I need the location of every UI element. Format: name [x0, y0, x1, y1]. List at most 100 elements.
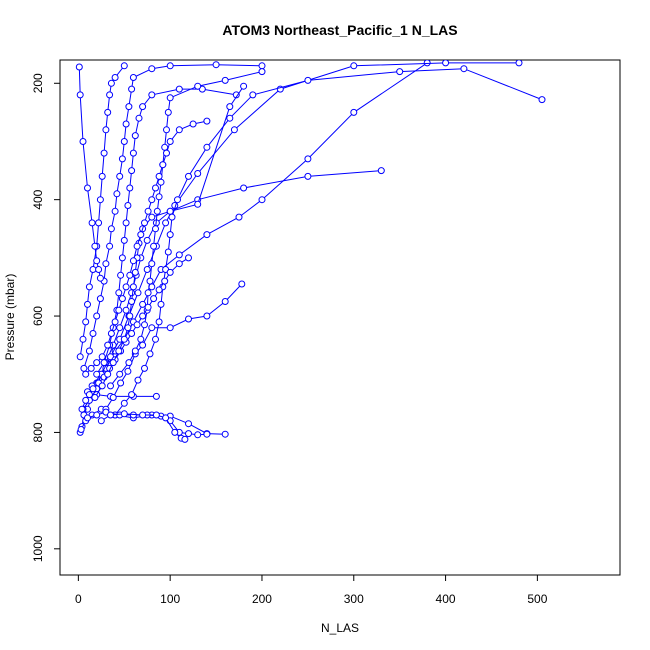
- data-point: [166, 207, 174, 215]
- data-point: [538, 96, 546, 104]
- y-tick-label: 800: [31, 422, 45, 442]
- data-point: [133, 242, 141, 250]
- data-point: [120, 335, 128, 343]
- y-tick-label: 200: [31, 73, 45, 93]
- data-point: [124, 324, 132, 332]
- data-point: [221, 298, 229, 305]
- series-13: [107, 68, 266, 390]
- data-point: [126, 184, 134, 192]
- data-point: [96, 295, 104, 303]
- data-point: [139, 411, 147, 419]
- data-point: [304, 155, 312, 163]
- data-point: [163, 149, 170, 157]
- data-point: [166, 62, 174, 70]
- data-point: [129, 74, 137, 81]
- data-point: [139, 300, 147, 308]
- data-point: [107, 330, 115, 337]
- data-point: [111, 207, 119, 215]
- data-point: [155, 193, 163, 201]
- data-point: [107, 382, 114, 390]
- data-point: [128, 167, 136, 175]
- data-point: [120, 62, 128, 70]
- data-point: [240, 184, 248, 192]
- data-point: [240, 82, 248, 90]
- data-point: [107, 411, 114, 419]
- data-point: [100, 359, 108, 367]
- data-point: [124, 367, 132, 375]
- series-4: [84, 60, 431, 396]
- data-point: [82, 318, 90, 326]
- series-layer: [75, 60, 546, 443]
- data-point: [111, 318, 119, 326]
- data-point: [139, 341, 147, 349]
- data-point: [135, 114, 143, 122]
- data-point: [152, 225, 159, 233]
- data-point: [166, 138, 174, 145]
- data-point: [185, 172, 192, 180]
- series-line: [105, 283, 243, 410]
- series-line: [79, 170, 382, 433]
- data-point: [107, 225, 115, 233]
- data-point: [258, 196, 266, 204]
- data-point: [174, 196, 181, 204]
- data-point: [97, 417, 105, 425]
- data-point: [106, 91, 114, 99]
- data-point: [116, 370, 124, 378]
- data-point: [175, 251, 183, 259]
- data-point: [162, 414, 170, 422]
- data-point: [152, 392, 160, 400]
- data-point: [102, 126, 110, 134]
- data-point: [396, 68, 404, 76]
- data-point: [155, 286, 163, 294]
- data-point: [89, 330, 97, 337]
- data-point: [82, 396, 90, 404]
- data-point: [134, 289, 142, 297]
- data-point: [104, 341, 112, 349]
- data-point: [84, 300, 91, 308]
- data-point: [93, 312, 101, 320]
- data-point: [148, 213, 156, 221]
- data-point: [93, 411, 101, 419]
- data-point: [203, 143, 211, 151]
- data-point: [128, 391, 136, 399]
- data-point: [175, 85, 183, 93]
- data-point: [91, 394, 99, 401]
- data-point: [144, 207, 152, 215]
- data-point: [175, 126, 183, 134]
- data-point: [146, 350, 154, 358]
- data-point: [85, 283, 93, 291]
- data-point: [148, 196, 156, 204]
- data-point: [129, 283, 137, 291]
- data-point: [98, 353, 106, 361]
- data-point: [117, 271, 125, 279]
- data-point: [118, 155, 126, 163]
- data-point: [126, 271, 134, 279]
- data-point: [95, 266, 103, 273]
- data-point: [164, 108, 172, 116]
- data-point: [107, 79, 115, 87]
- data-point: [79, 335, 87, 343]
- data-point: [96, 196, 104, 204]
- data-point: [212, 61, 220, 69]
- data-point: [75, 63, 83, 71]
- data-point: [226, 114, 234, 122]
- data-point: [194, 431, 202, 439]
- data-point: [139, 312, 147, 320]
- data-point: [143, 236, 151, 244]
- data-point: [157, 300, 165, 308]
- data-point: [77, 426, 85, 433]
- data-point: [185, 430, 192, 438]
- data-point: [153, 207, 161, 215]
- data-point: [249, 91, 257, 99]
- data-point: [131, 347, 139, 355]
- data-point: [133, 321, 141, 329]
- data-point: [185, 420, 192, 428]
- x-axis-label: N_LAS: [321, 621, 359, 635]
- data-point: [221, 76, 229, 84]
- data-point: [203, 117, 211, 125]
- x-tick-label: 200: [252, 592, 272, 606]
- data-point: [131, 132, 139, 140]
- data-point: [93, 257, 101, 265]
- data-point: [100, 149, 108, 157]
- data-point: [230, 126, 238, 134]
